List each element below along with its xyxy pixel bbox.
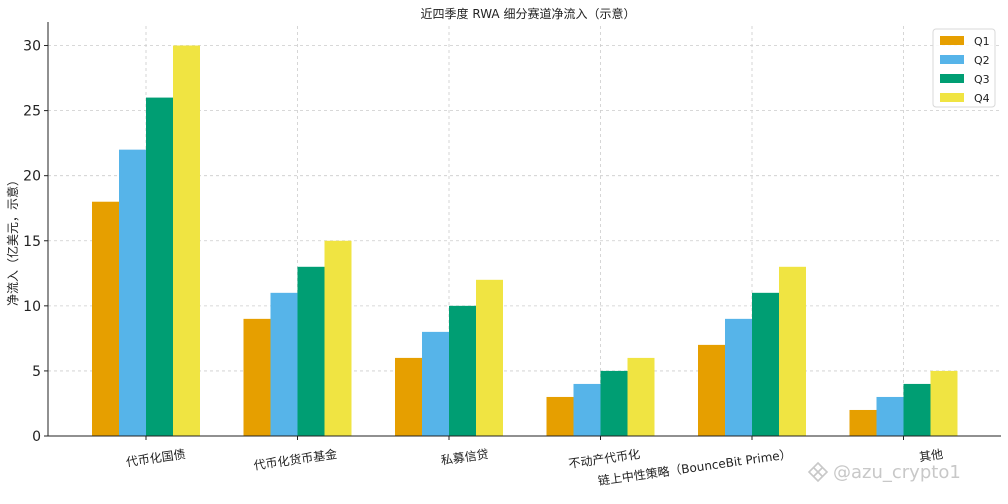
- bar-q3: [449, 305, 476, 436]
- bar-q1: [546, 396, 574, 436]
- bar-q2: [573, 383, 601, 436]
- y-tick-labels: 0 5 10 15 20 25 30: [23, 39, 41, 445]
- bar-q1: [92, 201, 119, 436]
- bar-q2: [422, 331, 449, 436]
- legend-label-q3: Q3: [974, 73, 990, 86]
- axes: [44, 22, 1001, 440]
- bar-q4: [324, 240, 352, 436]
- bar-q1: [849, 409, 877, 436]
- chart-title: 近四季度 RWA 细分赛道净流入（示意）: [421, 6, 636, 21]
- x-tick-label: 代币化货币基金: [253, 446, 338, 473]
- y-tick-label: 30: [23, 39, 41, 55]
- legend-swatch-q2: [940, 55, 964, 64]
- grid: [48, 26, 1001, 437]
- bar-q3: [600, 370, 628, 436]
- bar-q2: [725, 318, 752, 436]
- bar-q3: [297, 266, 325, 436]
- legend-label-q1: Q1: [974, 35, 990, 48]
- y-tick-label: 5: [32, 364, 41, 380]
- x-tick-label: 不动产代币化: [568, 447, 641, 471]
- legend-swatch-q1: [940, 36, 964, 45]
- bar-q4: [476, 279, 503, 436]
- watermark-text: @azu_crypto1: [833, 462, 961, 483]
- bar-q3: [752, 292, 779, 436]
- legend-swatch-q4: [940, 93, 964, 102]
- y-tick-label: 25: [23, 104, 41, 120]
- bars: [92, 45, 958, 437]
- bar-q4: [173, 45, 200, 437]
- bar-q1: [698, 344, 725, 436]
- bar-q2: [876, 396, 904, 436]
- legend-label-q4: Q4: [974, 92, 990, 105]
- bar-q4: [779, 266, 806, 436]
- y-tick-label: 0: [32, 429, 41, 445]
- watermark: @azu_crypto1: [807, 461, 961, 483]
- y-tick-label: 15: [23, 234, 41, 250]
- bar-q4: [930, 370, 958, 436]
- watermark-logo-icon: [807, 461, 829, 483]
- y-tick-label: 10: [23, 299, 41, 315]
- bar-q4: [627, 357, 655, 436]
- bar-q2: [270, 292, 298, 436]
- x-tick-label: 其他: [918, 447, 944, 464]
- legend-swatch-q3: [940, 74, 964, 83]
- bar-q3: [146, 97, 173, 436]
- bar-q1: [395, 357, 422, 436]
- bar-q3: [903, 383, 931, 436]
- legend: Q1 Q2 Q3 Q4: [932, 28, 996, 108]
- y-axis-label: 净流入（亿美元，示意）: [5, 174, 20, 306]
- x-tick-label: 代币化国债: [125, 447, 186, 469]
- bar-q2: [119, 149, 146, 436]
- legend-box: [932, 28, 996, 108]
- x-tick-label: 私募信贷: [440, 447, 489, 468]
- y-tick-label: 20: [23, 169, 41, 185]
- legend-label-q2: Q2: [974, 54, 990, 67]
- bar-q1: [243, 318, 271, 436]
